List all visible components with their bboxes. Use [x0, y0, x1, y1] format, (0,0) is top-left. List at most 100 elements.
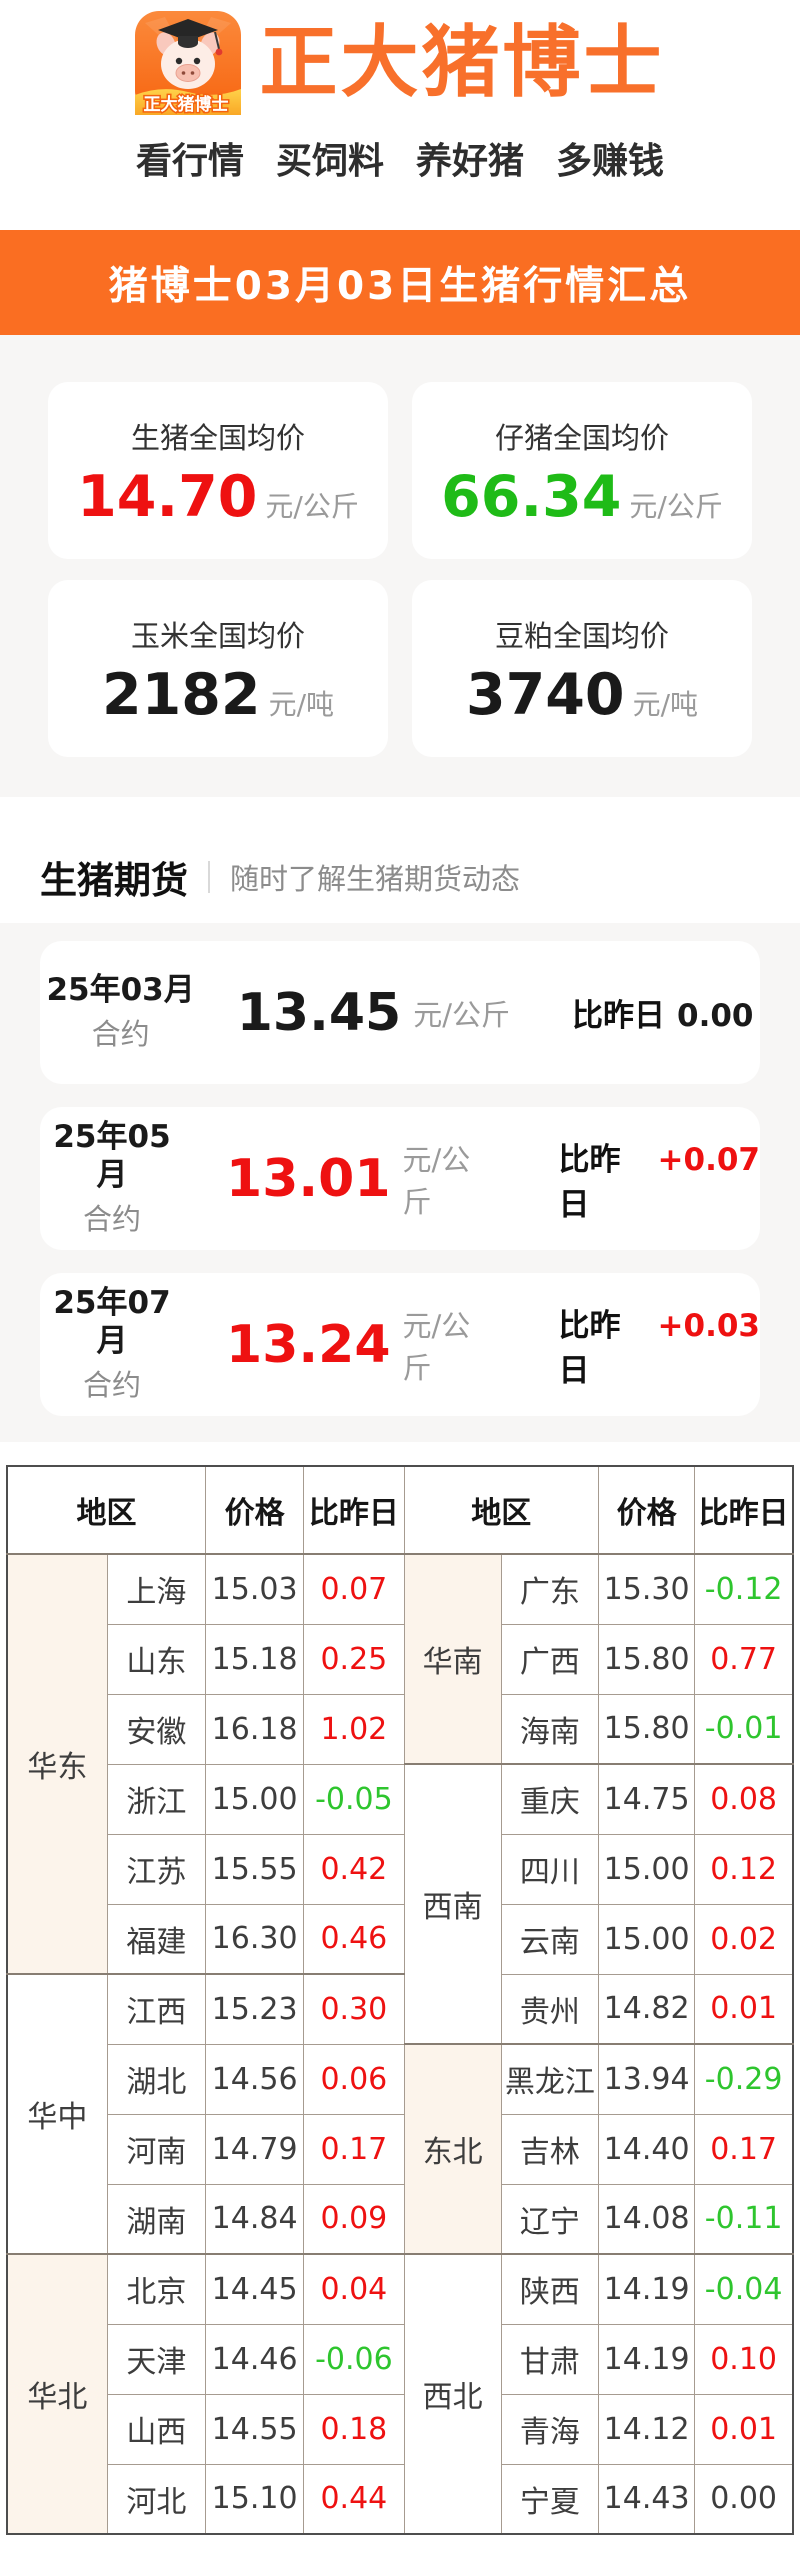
table-row: 安徽 16.18 1.02 海南 15.80 -0.01 — [7, 1693, 794, 1765]
table-row: 华中 江西 15.23 0.30 贵州 14.82 0.01 — [6, 1973, 794, 2255]
col-header-price-right: 价格 — [597, 1465, 696, 1555]
tagline: 看行情 买饲料 养好猪 多赚钱 — [0, 136, 800, 182]
futures-card: 25年07月 合约 13.24 元/公斤 比昨日 +0.03 — [40, 1273, 760, 1416]
change-cell: 1.02 — [303, 1693, 405, 1765]
province-cell: 海南 — [500, 1693, 599, 1765]
change-cell: 0.77 — [694, 1623, 794, 1695]
price-cell: 14.82 — [597, 1973, 696, 2045]
change-cell: -0.11 — [694, 2183, 794, 2255]
province-cell: 天津 — [106, 2323, 207, 2395]
futures-section-subtitle: 随时了解生猪期货动态 — [230, 862, 521, 896]
change-cell: 0.25 — [303, 1623, 405, 1695]
price-cell: 15.80 — [597, 1693, 696, 1765]
change-cell: 0.12 — [694, 1833, 794, 1905]
province-cell: 湖南 — [106, 2183, 207, 2255]
region-group-cell: 西北 — [403, 2253, 502, 2535]
col-header-change-left: 比昨日 — [303, 1465, 405, 1555]
province-cell: 黑龙江 — [500, 2043, 599, 2115]
futures-section: 25年03月 合约 13.45 元/公斤 比昨日 0.00 25年05月 合约 13.01 元/公… — [0, 923, 800, 1442]
province-cell: 广东 — [500, 1553, 599, 1625]
tagline-phrase: 多赚钱 — [556, 141, 665, 182]
summary-card-unit: 元/公斤 — [629, 490, 723, 523]
province-cell: 河北 — [106, 2463, 207, 2535]
futures-contract-month: 25年07月 — [53, 1285, 171, 1359]
summary-card-unit: 元/吨 — [632, 688, 699, 721]
price-cell: 15.10 — [204, 2463, 305, 2535]
futures-card-list: 25年03月 合约 13.45 元/公斤 比昨日 0.00 25年05月 合约 13.01 元/公… — [40, 941, 760, 1416]
price-cell: 15.23 — [204, 1973, 305, 2045]
change-cell: 0.09 — [303, 2183, 405, 2255]
table-row: 河北 15.10 0.44 宁夏 14.43 0.00 — [7, 2463, 794, 2535]
price-cell: 15.18 — [204, 1623, 305, 1695]
province-cell: 福建 — [106, 1903, 207, 1975]
change-cell: 0.08 — [694, 1763, 794, 1835]
banner-title: 猪博士03月03日生猪行情汇总 — [108, 263, 692, 309]
futures-compare-label: 比昨日 — [558, 1141, 621, 1223]
price-cell: 16.18 — [204, 1693, 305, 1765]
futures-contract-month: 25年05月 — [53, 1119, 171, 1193]
price-cell: 15.03 — [204, 1553, 305, 1625]
table-row: 湖南 14.84 0.09 辽宁 14.08 -0.11 — [7, 2183, 794, 2255]
table-row: 华北 北京 14.45 0.04 西北 陕西 14.19 -0.04 — [6, 2253, 794, 2535]
change-cell: 0.46 — [303, 1903, 405, 1975]
futures-contract-label: 合约 — [91, 1017, 150, 1052]
col-header-region-left: 地区 — [6, 1465, 206, 1555]
summary-card-value-row: 3740 元/吨 — [466, 667, 698, 724]
futures-contract: 25年05月 合约 — [40, 1119, 184, 1237]
summary-card-unit: 元/吨 — [268, 688, 335, 721]
futures-compare: 比昨日 +0.07 — [559, 1134, 761, 1224]
change-cell: 0.04 — [303, 2253, 405, 2325]
region-group-cell: 华中 — [6, 1973, 108, 2255]
province-cell: 辽宁 — [500, 2183, 599, 2255]
change-cell: -0.04 — [694, 2253, 794, 2325]
price-table-body: 华东 上海 15.03 0.07 华南 广东 15.30 -0.12 山东 15.18 0.25 广西… — [6, 1553, 794, 2535]
price-cell: 14.56 — [204, 2043, 305, 2115]
table-row: 福建 16.30 0.46 云南 15.00 0.02 — [7, 1903, 794, 1975]
province-cell: 北京 — [106, 2253, 207, 2325]
futures-compare-label: 比昨日 — [558, 1307, 621, 1389]
province-cell: 吉林 — [500, 2113, 599, 2185]
change-cell: -0.06 — [303, 2323, 405, 2395]
futures-compare: 比昨日 0.00 — [572, 990, 754, 1035]
change-cell: 0.07 — [303, 1553, 405, 1625]
province-cell: 贵州 — [500, 1973, 599, 2045]
futures-price: 13.01 — [226, 1148, 391, 1209]
change-cell: 0.42 — [303, 1833, 405, 1905]
change-cell: 0.06 — [303, 2043, 405, 2115]
price-cell: 15.00 — [597, 1833, 696, 1905]
price-cell: 13.94 — [597, 2043, 696, 2115]
summary-card-value: 14.70 — [77, 464, 258, 530]
tagline-phrase: 买饲料 — [275, 141, 384, 182]
summary-card-label: 玉米全国均价 — [130, 619, 305, 653]
change-cell: 0.01 — [694, 2393, 794, 2465]
app-header: 正大猪博士 正大猪博士 — [0, 0, 800, 115]
futures-contract: 25年07月 合约 — [40, 1285, 184, 1403]
province-cell: 上海 — [106, 1553, 207, 1625]
change-cell: -0.01 — [694, 1693, 794, 1765]
summary-section: 生猪全国均价 14.70 元/公斤 仔猪全国均价 66.34 元/公斤 玉米全国均价 2182… — [0, 335, 800, 797]
table-row: 山东 15.18 0.25 广西 15.80 0.77 — [7, 1623, 794, 1695]
change-cell: 0.44 — [303, 2463, 405, 2535]
price-cell: 15.80 — [597, 1623, 696, 1695]
price-cell: 15.00 — [204, 1763, 305, 1835]
summary-card: 仔猪全国均价 66.34 元/公斤 — [412, 382, 752, 559]
table-row: 华东 上海 15.03 0.07 华南 广东 15.30 -0.12 — [6, 1553, 794, 1975]
table-row: 湖北 14.56 0.06 东北 黑龙江 13.94 -0.29 — [7, 2043, 794, 2255]
summary-card-label: 生猪全国均价 — [130, 421, 305, 455]
futures-change: +0.03 — [657, 1307, 760, 1344]
futures-card: 25年03月 合约 13.45 元/公斤 比昨日 0.00 — [40, 941, 760, 1084]
futures-change: 0.00 — [677, 998, 754, 1034]
futures-header: 生猪期货 随时了解生猪期货动态 — [0, 853, 800, 902]
table-row: 河南 14.79 0.17 吉林 14.40 0.17 — [7, 2113, 794, 2185]
table-row: 浙江 15.00 -0.05 西南 重庆 14.75 0.08 — [7, 1763, 794, 2045]
province-cell: 陕西 — [500, 2253, 599, 2325]
table-header-row: 地区 价格 比昨日 地区 价格 比昨日 — [6, 1465, 794, 1555]
province-cell: 河南 — [106, 2113, 207, 2185]
price-cell: 14.19 — [597, 2253, 696, 2325]
app-logo-icon: 正大猪博士 — [135, 11, 242, 115]
divider — [208, 861, 210, 893]
price-cell: 14.55 — [204, 2393, 305, 2465]
table-row: 江苏 15.55 0.42 四川 15.00 0.12 — [7, 1833, 794, 1905]
summary-card-value: 66.34 — [441, 464, 622, 530]
province-cell: 浙江 — [106, 1763, 207, 1835]
